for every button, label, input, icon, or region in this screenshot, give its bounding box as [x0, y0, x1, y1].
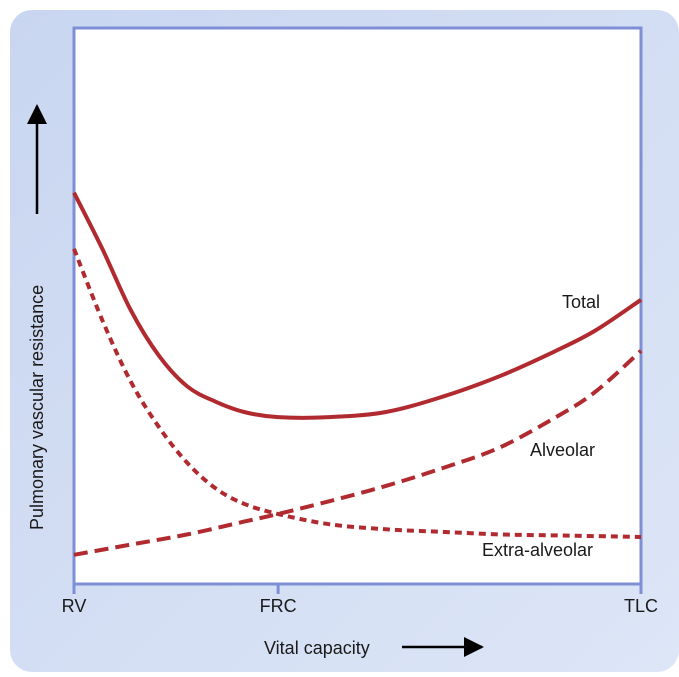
series-label-total: Total [562, 292, 600, 312]
x-axis-title-group: Vital capacity [264, 637, 484, 658]
x-tick-label-rv: RV [62, 596, 87, 616]
series-label-extra-alveolar-text: Extra-alveolar [482, 540, 593, 560]
series-layer [72, 191, 643, 557]
x-tick-label-frc: FRC [260, 596, 297, 616]
plot-area [72, 26, 643, 586]
series-label-alveolar: Alveolar [530, 440, 595, 460]
series-label-total-text: Total [562, 292, 600, 312]
series-label-alveolar-text: Alveolar [530, 440, 595, 460]
x-axis-title: Vital capacity [264, 638, 370, 658]
x-axis-ticks: RV FRC TLC [62, 584, 658, 616]
series-line-total [72, 191, 643, 420]
y-axis-title-group: Pulmonary vascular resistance [27, 104, 47, 530]
y-axis-title: Pulmonary vascular resistance [27, 285, 47, 530]
series-line-alveolar [73, 349, 643, 557]
series-line-extra-alveolar [72, 248, 642, 539]
x-tick-label-tlc: TLC [624, 596, 658, 616]
series-label-extra-alveolar: Extra-alveolar [482, 540, 593, 560]
